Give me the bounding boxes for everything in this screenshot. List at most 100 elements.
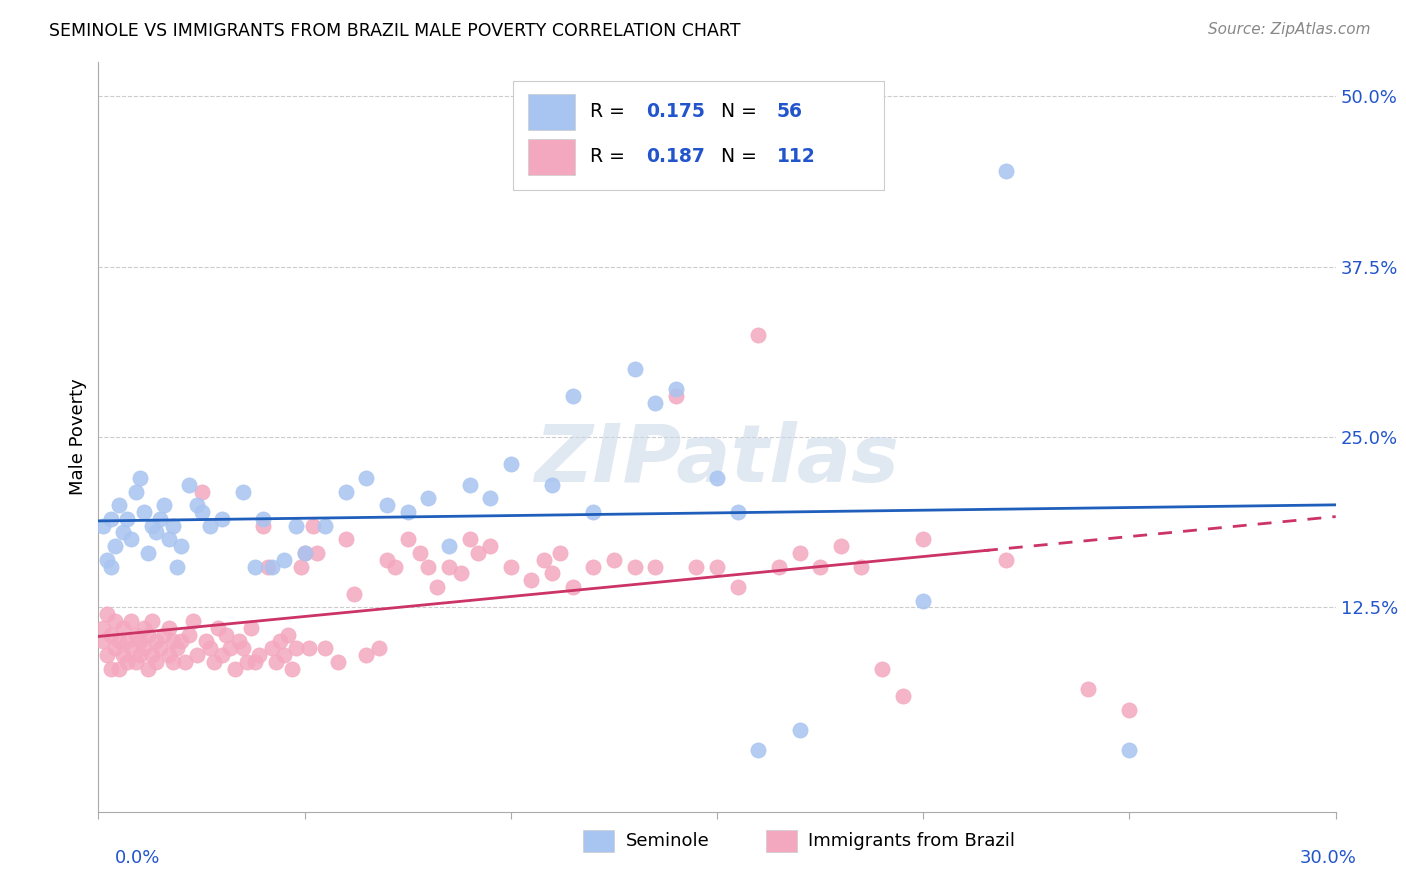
Point xyxy=(418,491,440,506)
Point xyxy=(157,533,180,547)
Point xyxy=(644,396,666,410)
Point xyxy=(120,614,142,628)
Point xyxy=(891,689,914,703)
Point xyxy=(561,389,583,403)
Point xyxy=(153,498,176,512)
Point xyxy=(396,505,419,519)
Point xyxy=(124,484,146,499)
Point xyxy=(108,498,131,512)
Point xyxy=(260,641,283,656)
Point xyxy=(96,607,118,622)
Text: 0.187: 0.187 xyxy=(647,146,706,166)
Point xyxy=(396,533,419,547)
Point xyxy=(211,648,233,662)
Text: 30.0%: 30.0% xyxy=(1301,849,1357,867)
Point xyxy=(305,546,328,560)
Point xyxy=(153,627,176,641)
Point xyxy=(145,525,167,540)
Point xyxy=(294,546,316,560)
Point xyxy=(458,477,481,491)
Point xyxy=(273,648,295,662)
Point xyxy=(141,614,163,628)
Text: ZIPatlas: ZIPatlas xyxy=(534,420,900,499)
Point xyxy=(561,580,583,594)
Point xyxy=(145,655,167,669)
Point xyxy=(198,518,221,533)
Point xyxy=(215,627,238,641)
Point xyxy=(603,552,626,566)
Point xyxy=(181,614,204,628)
Point xyxy=(727,505,749,519)
Point xyxy=(202,655,225,669)
Point xyxy=(157,621,180,635)
Point xyxy=(240,621,263,635)
Point xyxy=(190,484,212,499)
Point xyxy=(260,559,283,574)
Point xyxy=(789,723,811,737)
Point xyxy=(273,552,295,566)
Point xyxy=(277,627,299,641)
Point xyxy=(120,533,142,547)
Point xyxy=(302,518,325,533)
Text: 0.0%: 0.0% xyxy=(115,849,160,867)
Point xyxy=(285,641,308,656)
Point xyxy=(149,512,172,526)
Point xyxy=(499,458,522,472)
Point xyxy=(437,539,460,553)
Point xyxy=(170,539,193,553)
Point xyxy=(467,546,489,560)
Point xyxy=(314,641,336,656)
Point xyxy=(91,518,114,533)
Point xyxy=(141,518,163,533)
Point xyxy=(104,641,127,656)
Point xyxy=(96,552,118,566)
Point xyxy=(136,627,159,641)
Point xyxy=(228,634,250,648)
Text: 56: 56 xyxy=(776,102,803,120)
Bar xyxy=(527,94,575,130)
Point xyxy=(232,641,254,656)
Point xyxy=(665,383,688,397)
Point xyxy=(211,512,233,526)
Point xyxy=(375,498,398,512)
Point xyxy=(128,471,150,485)
Point xyxy=(141,648,163,662)
Point xyxy=(541,477,564,491)
Point xyxy=(186,648,208,662)
Point xyxy=(356,648,378,662)
Text: Seminole: Seminole xyxy=(626,831,710,850)
Point xyxy=(132,641,155,656)
Point xyxy=(582,559,605,574)
Point xyxy=(157,648,180,662)
Point xyxy=(582,505,605,519)
Point xyxy=(91,621,114,635)
Point xyxy=(124,655,146,669)
Point xyxy=(166,559,188,574)
Point xyxy=(335,484,357,499)
Point xyxy=(108,634,131,648)
Point xyxy=(533,552,555,566)
Point xyxy=(789,546,811,560)
Point xyxy=(343,587,366,601)
Point xyxy=(870,662,893,676)
Point xyxy=(747,327,769,342)
Point xyxy=(100,512,122,526)
Point xyxy=(367,641,389,656)
Point xyxy=(117,634,139,648)
Point xyxy=(294,546,316,560)
Point xyxy=(706,559,728,574)
Point xyxy=(108,662,131,676)
Point xyxy=(994,164,1017,178)
Point xyxy=(247,648,270,662)
Text: N =: N = xyxy=(721,146,762,166)
Point xyxy=(298,641,321,656)
Point xyxy=(162,655,184,669)
Point xyxy=(145,634,167,648)
Point xyxy=(285,518,308,533)
Point xyxy=(1118,743,1140,757)
Point xyxy=(994,552,1017,566)
Text: SEMINOLE VS IMMIGRANTS FROM BRAZIL MALE POVERTY CORRELATION CHART: SEMINOLE VS IMMIGRANTS FROM BRAZIL MALE … xyxy=(49,22,741,40)
Point xyxy=(194,634,217,648)
Point xyxy=(384,559,406,574)
Point xyxy=(149,641,172,656)
